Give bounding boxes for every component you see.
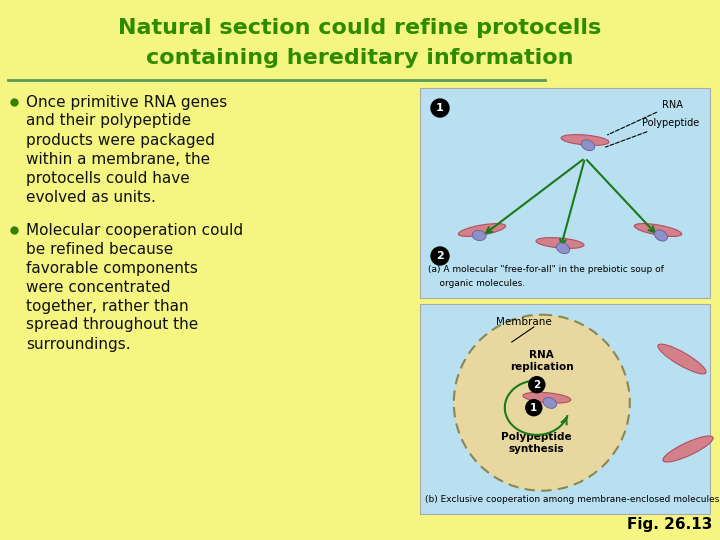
Ellipse shape — [543, 397, 557, 408]
Text: (a) A molecular "free-for-all" in the prebiotic soup of: (a) A molecular "free-for-all" in the pr… — [428, 266, 664, 274]
Circle shape — [431, 247, 449, 265]
Text: spread throughout the: spread throughout the — [26, 318, 198, 333]
Text: and their polypeptide: and their polypeptide — [26, 113, 191, 129]
Text: evolved as units.: evolved as units. — [26, 190, 156, 205]
Text: be refined because: be refined because — [26, 241, 174, 256]
Text: (b) Exclusive cooperation among membrane-enclosed molecules.: (b) Exclusive cooperation among membrane… — [425, 496, 720, 504]
Text: 1: 1 — [436, 103, 444, 113]
Text: containing hereditary information: containing hereditary information — [146, 48, 574, 68]
Text: RNA
replication: RNA replication — [510, 350, 574, 372]
Text: 1: 1 — [530, 403, 537, 413]
Circle shape — [528, 377, 545, 393]
Text: surroundings.: surroundings. — [26, 336, 130, 352]
FancyBboxPatch shape — [420, 304, 710, 514]
Ellipse shape — [561, 134, 609, 145]
Ellipse shape — [654, 230, 667, 241]
Text: RNA: RNA — [608, 100, 683, 135]
Ellipse shape — [663, 436, 713, 462]
Text: favorable components: favorable components — [26, 260, 198, 275]
Text: 2: 2 — [436, 251, 444, 261]
Ellipse shape — [472, 231, 486, 241]
FancyBboxPatch shape — [420, 88, 710, 298]
Text: Once primitive RNA genes: Once primitive RNA genes — [26, 94, 228, 110]
Text: were concentrated: were concentrated — [26, 280, 171, 294]
Ellipse shape — [557, 243, 570, 254]
Ellipse shape — [658, 344, 706, 374]
Ellipse shape — [454, 315, 630, 491]
Circle shape — [431, 99, 449, 117]
Text: Membrane: Membrane — [496, 317, 552, 327]
Text: within a membrane, the: within a membrane, the — [26, 152, 210, 166]
Text: Fig. 26.13: Fig. 26.13 — [626, 517, 712, 532]
Text: protocells could have: protocells could have — [26, 171, 190, 186]
Text: 2: 2 — [534, 380, 541, 390]
Text: products were packaged: products were packaged — [26, 132, 215, 147]
Text: Polypeptide: Polypeptide — [606, 118, 699, 147]
Ellipse shape — [459, 224, 505, 237]
Ellipse shape — [634, 224, 682, 237]
Text: Natural section could refine protocells: Natural section could refine protocells — [118, 18, 602, 38]
Ellipse shape — [523, 392, 571, 403]
Text: organic molecules.: organic molecules. — [428, 279, 525, 287]
Text: Molecular cooperation could: Molecular cooperation could — [26, 222, 243, 238]
Text: together, rather than: together, rather than — [26, 299, 189, 314]
Ellipse shape — [536, 238, 584, 248]
Circle shape — [526, 400, 541, 416]
Text: Polypeptide
synthesis: Polypeptide synthesis — [502, 432, 572, 454]
Ellipse shape — [581, 140, 595, 151]
